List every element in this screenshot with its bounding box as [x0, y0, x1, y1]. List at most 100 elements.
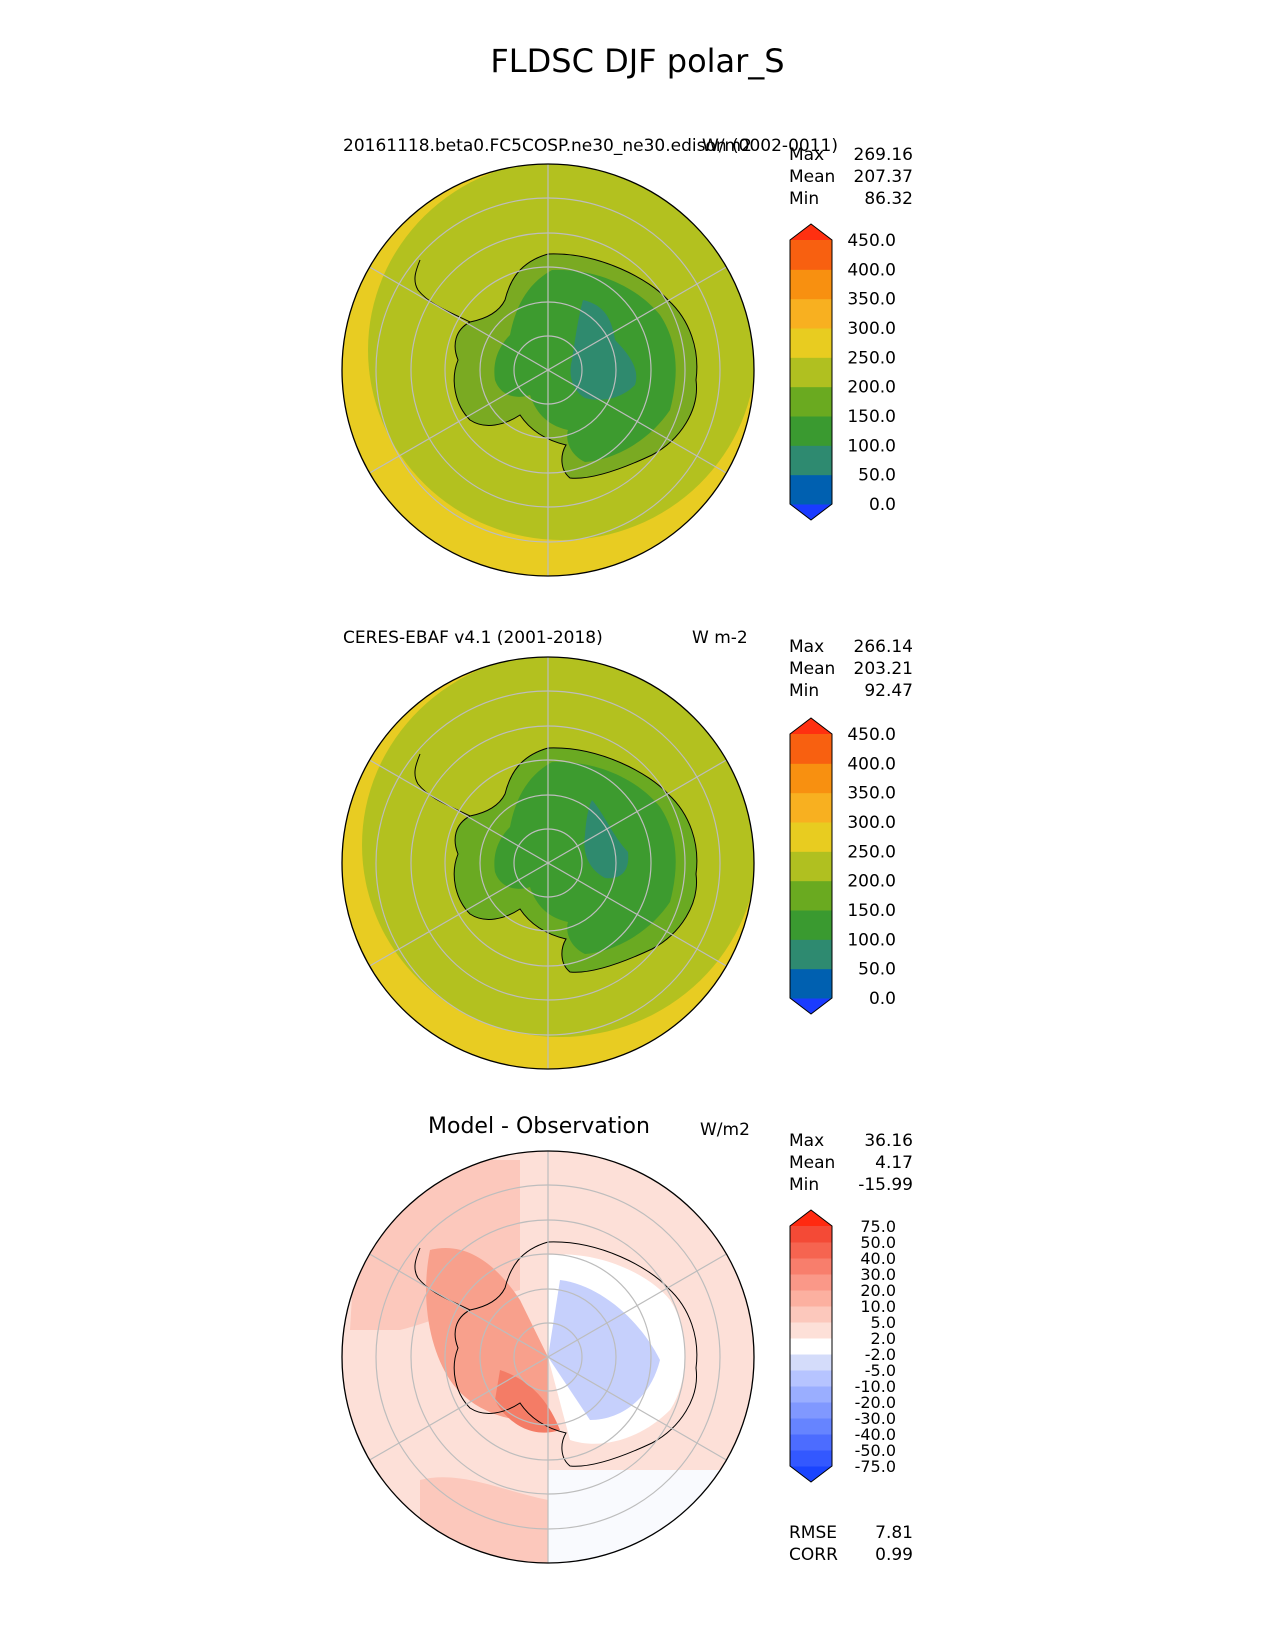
stat-mean-label: Mean	[789, 1153, 836, 1173]
stat-max-value: 266.14	[853, 637, 913, 657]
colorbar-tick-label: 200.0	[847, 378, 896, 398]
colorbar-tick-label: 450.0	[847, 725, 896, 745]
map-3-negative-region	[548, 1280, 660, 1420]
colorbar-3: -75.0-50.0-40.0-30.0-20.0-10.0-5.0-2.02.…	[789, 1209, 896, 1483]
colorbar-tick-label: -5.0	[865, 1361, 896, 1380]
colorbar-tick-label: 10.0	[860, 1297, 896, 1316]
colorbar-extend-max	[790, 718, 832, 734]
colorbar-bin	[790, 939, 832, 970]
colorbar-tick-label: 300.0	[847, 319, 896, 339]
map-3-positive-region-3	[495, 1370, 560, 1433]
colorbar-bin	[790, 1354, 832, 1371]
colorbar-bin	[790, 880, 832, 911]
colorbar-1: 0.0 50.0 100.0 150.0 200.0 250.0 300.0 350.0 400…	[789, 223, 896, 521]
figure-title: FLDSC DJF polar_S	[490, 42, 785, 80]
colorbar-tick-label: 250.0	[847, 348, 896, 368]
colorbar-bin	[790, 1226, 832, 1243]
panel-3-metrics: RMSE 7.81 CORR 0.99	[789, 1522, 913, 1566]
map-3-neutral-region-2	[548, 1470, 720, 1563]
colorbar-tick-label: 75.0	[860, 1217, 896, 1236]
stat-min-label: Min	[789, 681, 820, 701]
colorbar-2: 0.0 50.0 100.0 150.0 200.0 250.0 300.0 350.0 400…	[789, 717, 896, 1015]
colorbar-bin	[790, 1402, 832, 1419]
colorbar-bin	[790, 1274, 832, 1291]
stat-mean-label: Mean	[789, 659, 836, 679]
stat-min-value: -15.99	[858, 1175, 913, 1195]
colorbar-tick-label: 300.0	[847, 813, 896, 833]
colorbar-bin	[790, 386, 832, 417]
colorbar-tick-label: 100.0	[847, 930, 896, 950]
colorbar-bin	[790, 1370, 832, 1387]
rmse-value: 7.81	[875, 1523, 913, 1543]
colorbar-tick-label: 50.0	[858, 960, 896, 980]
stat-mean-value: 4.17	[875, 1153, 913, 1173]
colorbar-bin	[790, 910, 832, 940]
colorbar-tick-label: 150.0	[847, 901, 896, 921]
colorbar-tick-label: 0.0	[869, 495, 896, 515]
map-1-plateau	[570, 300, 637, 400]
colorbar-bin	[790, 734, 832, 764]
colorbar-extend-max	[790, 224, 832, 240]
colorbar-tick-label: 5.0	[871, 1313, 896, 1332]
colorbar-bin	[790, 269, 832, 300]
colorbar-bin	[790, 968, 832, 999]
colorbar-bin	[790, 1322, 832, 1339]
map-2	[341, 656, 755, 1070]
stat-mean-label: Mean	[789, 167, 836, 187]
colorbar-outline	[789, 717, 833, 1015]
stat-max-value: 36.16	[864, 1131, 913, 1151]
panel-1-title: 20161118.beta0.FC5COSP.ne30_ne30.edison …	[343, 136, 838, 156]
panel-1-units: W/m2	[702, 136, 752, 156]
colorbar-tick-label: 250.0	[847, 842, 896, 862]
colorbar-extend-min	[790, 998, 832, 1014]
colorbar-bin	[790, 357, 832, 388]
colorbar-bin	[790, 298, 832, 329]
panel-3-units: W/m2	[700, 1120, 750, 1140]
stat-mean-value: 203.21	[853, 659, 913, 679]
panel-3-title: Model - Observation	[428, 1114, 650, 1139]
colorbar-bin	[790, 792, 832, 823]
colorbar-tick-label: 450.0	[847, 231, 896, 251]
map-3-boundary	[341, 1150, 755, 1564]
colorbar-bin	[790, 1338, 832, 1355]
colorbar-tick-label: 150.0	[847, 407, 896, 427]
colorbar-tick-label: 20.0	[860, 1281, 896, 1300]
map-2-plateau	[584, 800, 629, 879]
colorbar-bin	[790, 474, 832, 505]
colorbar-outline	[789, 223, 833, 521]
colorbar-tick-label: 40.0	[860, 1249, 896, 1268]
map-3	[341, 1150, 755, 1564]
map-1	[341, 163, 755, 577]
stat-min-label: Min	[789, 1175, 820, 1195]
colorbar-bin	[790, 416, 832, 446]
panel-2-title: CERES-EBAF v4.1 (2001-2018)	[343, 628, 603, 648]
map-1-boundary	[341, 163, 755, 577]
colorbar-bin	[790, 1306, 832, 1323]
stat-min-value: 92.47	[864, 681, 913, 701]
colorbar-extend-max	[790, 1210, 832, 1226]
colorbar-tick-label: 50.0	[860, 1233, 896, 1252]
stat-max-label: Max	[789, 145, 825, 165]
colorbar-bin	[790, 328, 832, 358]
stat-min-label: Min	[789, 189, 820, 209]
stat-max-label: Max	[789, 637, 825, 657]
colorbar-tick-label: -30.0	[855, 1409, 896, 1428]
panel-1-stats: Max 269.16 Mean 207.37 Min 86.32	[789, 144, 913, 210]
panel-3-stats: Max 36.16 Mean 4.17 Min -15.99	[789, 1130, 913, 1196]
colorbar-tick-label: -50.0	[855, 1441, 896, 1460]
colorbar-bin	[790, 240, 832, 270]
colorbar-tick-label: 2.0	[871, 1329, 896, 1348]
corr-value: 0.99	[875, 1545, 913, 1565]
colorbar-tick-label: 100.0	[847, 436, 896, 456]
map-2-continent-interior	[494, 761, 676, 954]
colorbar-tick-label: 200.0	[847, 872, 896, 892]
colorbar-bin	[790, 822, 832, 852]
colorbar-extend-min	[790, 504, 832, 520]
colorbar-tick-label: -20.0	[855, 1393, 896, 1412]
colorbar-bin	[790, 1242, 832, 1259]
colorbar-extend-min	[790, 1466, 832, 1482]
map-2-boundary	[341, 656, 755, 1070]
colorbar-tick-label: 0.0	[869, 989, 896, 1009]
colorbar-tick-label: 350.0	[847, 784, 896, 804]
